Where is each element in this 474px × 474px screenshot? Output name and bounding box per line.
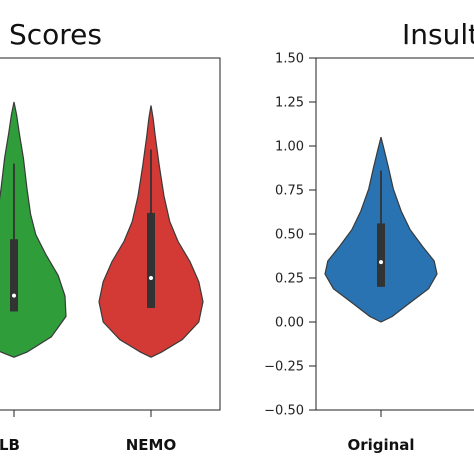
x-tick-label-illb: ILLB (0, 436, 20, 454)
right-chart-title: Insult (402, 18, 474, 51)
y-tick-label: −0.50 (264, 404, 304, 419)
left-chart-title: Scores (9, 18, 102, 51)
violin-original (324, 137, 438, 323)
violin-illb (0, 101, 67, 358)
left-plot-frame (0, 57, 221, 411)
y-tick-label: 1.00 (275, 140, 304, 155)
violin-box-nemo (147, 212, 155, 308)
x-tick-label-original: Original (347, 436, 414, 454)
violin-body-illb (0, 101, 67, 358)
y-tick-label: 1.25 (275, 96, 304, 111)
y-tick-label: 0.25 (275, 272, 304, 287)
right-y-axis: 1.50 1.25 1.00 0.75 0.50 0.25 0.00 −0.25 −0.50 (264, 52, 316, 419)
y-tick-label: 0.75 (275, 184, 304, 199)
y-tick-label: 1.50 (275, 52, 304, 67)
right-panel: Insult 1.50 1.25 1.00 0.75 0.50 0.25 0.00 −0.25… (264, 18, 474, 454)
violin-box-illb (10, 239, 18, 312)
left-violins (0, 101, 204, 358)
left-panel: Scores ILLB NEMO (0, 18, 221, 454)
violin-median-original (379, 260, 383, 265)
violin-box-original (377, 223, 385, 287)
violin-nemo (98, 105, 204, 358)
y-tick-label: −0.25 (264, 360, 304, 375)
y-tick-label: 0.50 (275, 228, 304, 243)
right-violins (324, 137, 438, 323)
violin-median-illb (12, 293, 16, 298)
violin-median-nemo (149, 276, 153, 280)
y-tick-label: 0.00 (275, 316, 304, 331)
x-tick-label-nemo: NEMO (126, 436, 176, 454)
